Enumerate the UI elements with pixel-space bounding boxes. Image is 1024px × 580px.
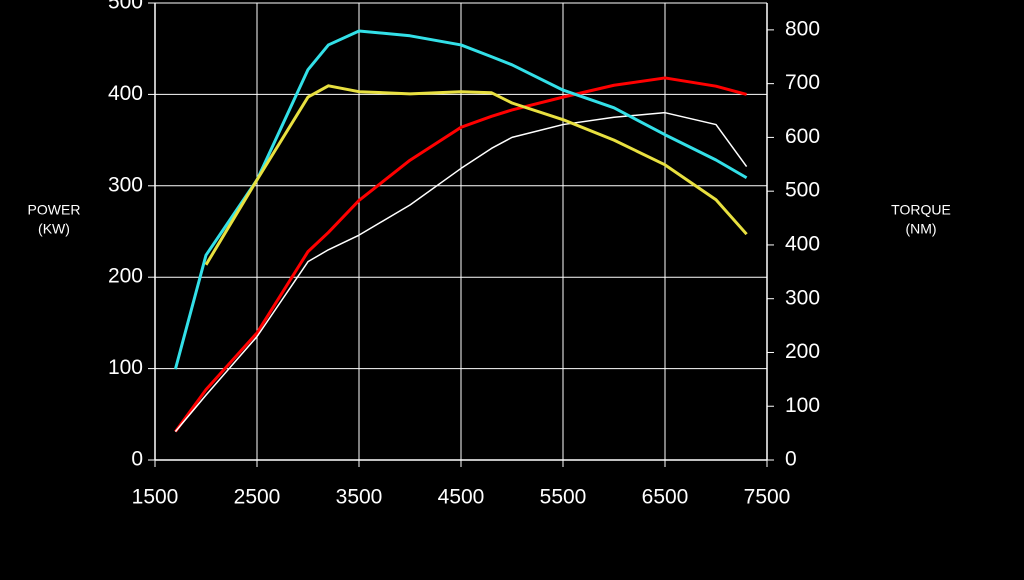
x-tick-label: 6500 [642,486,689,509]
y2-tick-label: 200 [785,340,820,363]
y-axis-label: (KW) [38,221,70,237]
y2-tick-label: 0 [785,448,797,471]
x-tick-label: 1500 [132,486,179,509]
x-tick-label: 4500 [438,486,485,509]
y2-tick-label: 300 [785,286,820,309]
y-tick-label: 400 [108,82,143,105]
y2-tick-label: 500 [785,179,820,202]
series-line [174,76,747,433]
series-line [174,111,748,433]
series-line [173,29,748,370]
y-tick-label: 300 [108,173,143,196]
y-tick-label: 200 [108,265,143,288]
y-tick-label: 100 [108,356,143,379]
x-tick-label: 5500 [540,486,587,509]
y-tick-label: 0 [131,448,143,471]
y2-tick-label: 700 [785,71,820,94]
y2-tick-label: 100 [785,394,820,417]
y2-axis-label: TORQUE [891,202,951,218]
y2-tick-label: 600 [785,125,820,148]
x-tick-label: 3500 [336,486,383,509]
x-tick-label: 2500 [234,486,281,509]
x-tick-label: 7500 [744,486,791,509]
y-tick-label: 500 [108,0,143,14]
series-line [204,84,748,266]
y2-tick-label: 400 [785,232,820,255]
y2-axis-label: (NM) [905,221,936,237]
y2-tick-label: 800 [785,17,820,40]
y-axis-label: POWER [28,202,81,218]
